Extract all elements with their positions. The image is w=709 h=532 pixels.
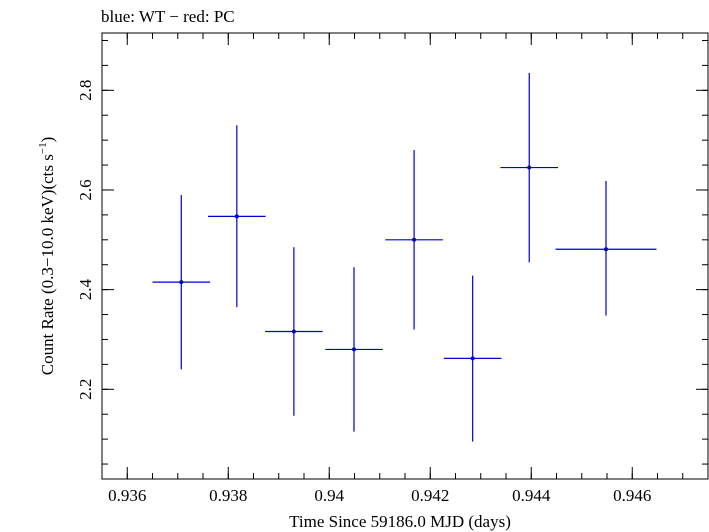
data-point — [325, 267, 383, 432]
x-axis-label: Time Since 59186.0 MJD (days) — [289, 512, 511, 531]
x-tick-label: 0.942 — [411, 486, 449, 505]
x-axis: 0.936 0.938 0.94 0.942 0.944 0.946 — [101, 33, 709, 505]
y-axis-label-main: Count Rate (0.3−10.0 keV)(cts s — [38, 154, 57, 375]
y-axis-label-superscript: −1 — [37, 142, 49, 154]
y-tick-label: 2.6 — [76, 179, 95, 200]
x-tick-label: 0.936 — [108, 486, 146, 505]
point-marker — [527, 165, 532, 170]
point-marker — [179, 280, 184, 285]
point-marker — [234, 214, 239, 219]
x-tick-label: 0.938 — [209, 486, 247, 505]
y-axis-label-end: ) — [38, 137, 57, 143]
data-point — [265, 247, 323, 416]
data-point — [152, 194, 211, 370]
point-marker — [412, 237, 417, 242]
plot-frame — [101, 32, 709, 480]
y-axis-label: Count Rate (0.3−10.0 keV)(cts s−1) — [37, 137, 57, 376]
y-axis: 2.2 2.4 2.6 2.8 — [76, 39, 708, 465]
data-point — [443, 275, 502, 442]
x-tick-label: 0.94 — [314, 486, 344, 505]
data-point — [208, 125, 266, 308]
point-marker — [291, 329, 296, 334]
x-tick-label: 0.946 — [613, 486, 651, 505]
point-marker — [351, 347, 356, 352]
data-point — [500, 72, 559, 263]
data-series — [152, 72, 657, 442]
y-tick-label: 2.2 — [76, 379, 95, 400]
data-point — [555, 181, 657, 316]
chart-title: blue: WT − red: PC — [101, 7, 235, 26]
data-point — [385, 150, 443, 330]
y-tick-label: 2.8 — [76, 80, 95, 101]
x-tick-label: 0.944 — [512, 486, 551, 505]
y-tick-label: 2.4 — [76, 279, 95, 301]
point-marker — [603, 247, 608, 252]
point-marker — [470, 356, 475, 361]
